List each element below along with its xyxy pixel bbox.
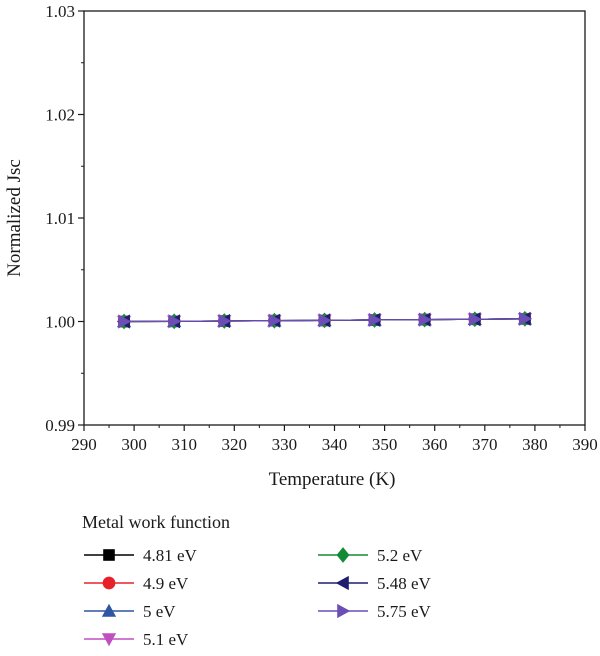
x-tick-label: 380 bbox=[522, 435, 548, 454]
x-tick-label: 310 bbox=[171, 435, 197, 454]
data-point bbox=[318, 313, 332, 328]
x-tick-label: 390 bbox=[572, 435, 598, 454]
x-tick-label: 320 bbox=[222, 435, 248, 454]
y-tick-label: 1.02 bbox=[45, 106, 75, 125]
plot-border bbox=[83, 10, 586, 426]
legend-item: 4.81 eV bbox=[84, 546, 198, 565]
legend-item: 4.9 eV bbox=[84, 574, 189, 593]
data-point bbox=[418, 312, 432, 327]
legend-label: 5.2 eV bbox=[377, 546, 423, 565]
legend-label: 4.81 eV bbox=[143, 546, 198, 565]
data-point bbox=[368, 312, 382, 328]
legend: Metal work function 4.81 eV 4.9 eV 5 eV 5.1… bbox=[82, 512, 432, 649]
x-tick-label: 370 bbox=[472, 435, 498, 454]
series-5-75-ev bbox=[118, 311, 533, 329]
data-point bbox=[218, 313, 232, 329]
legend-marker bbox=[101, 603, 117, 617]
legend-item: 5.75 eV bbox=[318, 602, 432, 621]
y-tick-label: 1.00 bbox=[45, 313, 75, 332]
data-point bbox=[118, 314, 132, 329]
legend-item: 5.2 eV bbox=[318, 546, 423, 565]
x-tick-label: 350 bbox=[372, 435, 398, 454]
legend-marker bbox=[337, 603, 351, 619]
y-tick-label: 0.99 bbox=[45, 416, 75, 435]
y-axis-title: Normalized Jsc bbox=[4, 159, 25, 277]
data-point bbox=[468, 312, 483, 327]
x-tick-label: 360 bbox=[422, 435, 448, 454]
data-point bbox=[168, 314, 182, 329]
x-tick-label: 290 bbox=[71, 435, 97, 454]
legend-title: Metal work function bbox=[82, 512, 230, 532]
y-tick-label: 1.03 bbox=[45, 2, 75, 21]
legend-marker bbox=[336, 547, 350, 563]
legend-item: 5.48 eV bbox=[318, 574, 432, 593]
data-series bbox=[116, 310, 533, 330]
legend-item: 5 eV bbox=[84, 602, 176, 621]
legend-label: 5.1 eV bbox=[143, 630, 189, 649]
legend-item: 5.1 eV bbox=[84, 630, 189, 649]
x-tick-label: 300 bbox=[121, 435, 147, 454]
legend-marker bbox=[101, 633, 117, 647]
x-axis-title: Temperature (K) bbox=[269, 469, 396, 490]
legend-label: 4.9 eV bbox=[143, 574, 189, 593]
legend-label: 5.48 eV bbox=[377, 574, 432, 593]
x-tick-label: 340 bbox=[322, 435, 348, 454]
legend-label: 5.75 eV bbox=[377, 602, 432, 621]
axis-ticks: 290 300 310 320 330 340 350 360 370 380 390 0.99 1.0… bbox=[45, 2, 598, 454]
plot-area bbox=[83, 10, 586, 426]
legend-marker bbox=[102, 576, 116, 590]
legend-marker bbox=[103, 549, 115, 561]
legend-marker bbox=[335, 575, 349, 591]
x-tick-label: 330 bbox=[272, 435, 298, 454]
legend-label: 5 eV bbox=[143, 602, 176, 621]
y-tick-label: 1.01 bbox=[45, 209, 75, 228]
data-point bbox=[268, 313, 282, 328]
data-point bbox=[519, 311, 533, 326]
